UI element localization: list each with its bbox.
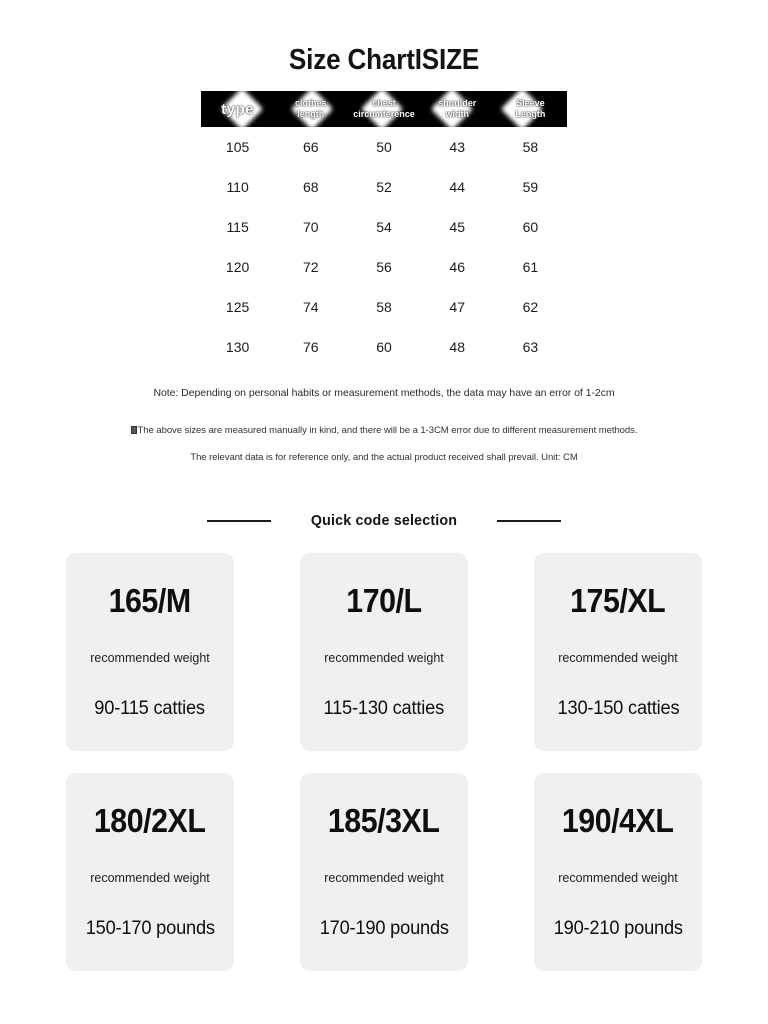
cell-chest: 58 <box>376 299 392 315</box>
cell-sleeve: 58 <box>522 139 539 155</box>
table-row: 120 72 56 46 61 <box>201 247 567 287</box>
cell-chest: 50 <box>376 139 392 155</box>
size-card-weight: 115-130 catties <box>323 698 445 719</box>
column-header-line: length <box>297 109 325 119</box>
page-title: Size ChartISIZE <box>288 44 480 76</box>
size-card-weight: 190-210 pounds <box>553 918 683 939</box>
size-card-185-3xl[interactable]: 185/3XL recommended weight 170-190 pound… <box>300 773 468 971</box>
size-card-label: recommended weight <box>558 871 678 885</box>
column-header-line: width <box>445 109 469 119</box>
cell-type: 115 <box>226 219 249 235</box>
column-header-shoulder-width: shoulder width <box>421 91 494 127</box>
missing-glyph-icon <box>130 426 137 434</box>
cell-shoulder: 44 <box>449 179 465 195</box>
cell-chest: 54 <box>376 219 392 235</box>
cell-sleeve: 61 <box>522 259 539 275</box>
cell-chest: 60 <box>376 339 392 355</box>
cell-shoulder: 48 <box>449 339 465 355</box>
size-card-size: 190/4XL <box>562 802 674 839</box>
cell-clothes-length: 68 <box>303 179 319 195</box>
cell-clothes-length: 70 <box>303 219 319 235</box>
size-card-size: 170/L <box>346 582 422 619</box>
cell-type: 130 <box>225 339 250 355</box>
cell-sleeve: 59 <box>522 179 539 195</box>
cell-chest: 56 <box>376 259 392 275</box>
cell-shoulder: 43 <box>449 139 465 155</box>
cell-chest: 52 <box>376 179 392 195</box>
size-card-label: recommended weight <box>558 651 678 665</box>
table-body: 105 66 50 43 58 110 68 52 44 59 115 70 5… <box>201 127 567 367</box>
size-table: type clothes length chest circumference … <box>201 91 567 367</box>
cell-type: 120 <box>225 259 250 275</box>
size-card-label: recommended weight <box>324 651 444 665</box>
column-header-sleeve-length: Sleeve Length <box>494 91 567 127</box>
size-chart-section: Size ChartISIZE type clothes length ches… <box>0 0 768 476</box>
cell-clothes-length: 74 <box>303 299 319 315</box>
size-card-175-xl[interactable]: 175/XL recommended weight 130-150 cattie… <box>534 553 702 751</box>
column-header-line: shoulder <box>438 98 477 108</box>
size-card-label: recommended weight <box>90 651 210 665</box>
size-card-170-l[interactable]: 170/L recommended weight 115-130 catties <box>300 553 468 751</box>
cell-sleeve: 60 <box>522 219 539 235</box>
column-header-type: type <box>201 91 274 127</box>
size-card-size: 175/XL <box>570 582 666 619</box>
cell-type: 110 <box>226 179 249 195</box>
cell-clothes-length: 66 <box>303 139 319 155</box>
cell-shoulder: 47 <box>449 299 465 315</box>
column-header-clothes-length: clothes length <box>274 91 347 127</box>
cell-sleeve: 63 <box>522 339 539 355</box>
cell-clothes-length: 76 <box>303 339 319 355</box>
size-card-size: 185/3XL <box>328 802 440 839</box>
column-header-line: Sleeve <box>516 98 545 108</box>
column-header-line: clothes <box>295 98 327 108</box>
quick-code-title: Quick code selection <box>310 512 458 529</box>
table-row: 110 68 52 44 59 <box>201 167 567 207</box>
size-card-grid: 165/M recommended weight 90-115 catties … <box>0 553 768 971</box>
size-card-weight: 90-115 catties <box>94 698 206 719</box>
size-card-weight: 150-170 pounds <box>85 918 215 939</box>
cell-type: 125 <box>225 299 250 315</box>
table-row: 105 66 50 43 58 <box>201 127 567 167</box>
measurement-note: Note: Depending on personal habits or me… <box>153 387 615 399</box>
cell-type: 105 <box>225 139 250 155</box>
size-card-size: 165/M <box>108 582 192 619</box>
column-header-line: type <box>221 100 255 118</box>
quick-code-header: Quick code selection <box>0 512 768 529</box>
reference-note: The relevant data is for reference only,… <box>190 452 578 463</box>
rule-right-icon <box>497 519 562 522</box>
table-header-band <box>201 91 567 127</box>
column-header-line: chest <box>372 98 396 108</box>
cell-shoulder: 45 <box>449 219 465 235</box>
size-card-weight: 170-190 pounds <box>319 918 449 939</box>
column-header-chest-circumference: chest circumference <box>347 91 420 127</box>
column-header-line: circumference <box>353 109 415 119</box>
size-card-weight: 130-150 catties <box>557 698 679 719</box>
quick-code-section: Quick code selection 165/M recommended w… <box>0 476 768 1024</box>
size-card-180-2xl[interactable]: 180/2XL recommended weight 150-170 pound… <box>66 773 234 971</box>
column-header-line: Length <box>515 109 546 119</box>
size-card-label: recommended weight <box>324 871 444 885</box>
manual-measure-note: The above sizes are measured manually in… <box>0 425 768 436</box>
size-card-size: 180/2XL <box>94 802 206 839</box>
table-row: 130 76 60 48 63 <box>201 327 567 367</box>
cell-shoulder: 46 <box>449 259 465 275</box>
table-row: 115 70 54 45 60 <box>201 207 567 247</box>
table-row: 125 74 58 47 62 <box>201 287 567 327</box>
manual-measure-note-text: The above sizes are measured manually in… <box>137 425 638 436</box>
table-header-row: type clothes length chest circumference … <box>201 91 567 127</box>
size-card-165-m[interactable]: 165/M recommended weight 90-115 catties <box>66 553 234 751</box>
cell-clothes-length: 72 <box>303 259 319 275</box>
cell-sleeve: 62 <box>522 299 539 315</box>
size-card-190-4xl[interactable]: 190/4XL recommended weight 190-210 pound… <box>534 773 702 971</box>
rule-left-icon <box>206 519 271 522</box>
size-card-label: recommended weight <box>90 871 210 885</box>
